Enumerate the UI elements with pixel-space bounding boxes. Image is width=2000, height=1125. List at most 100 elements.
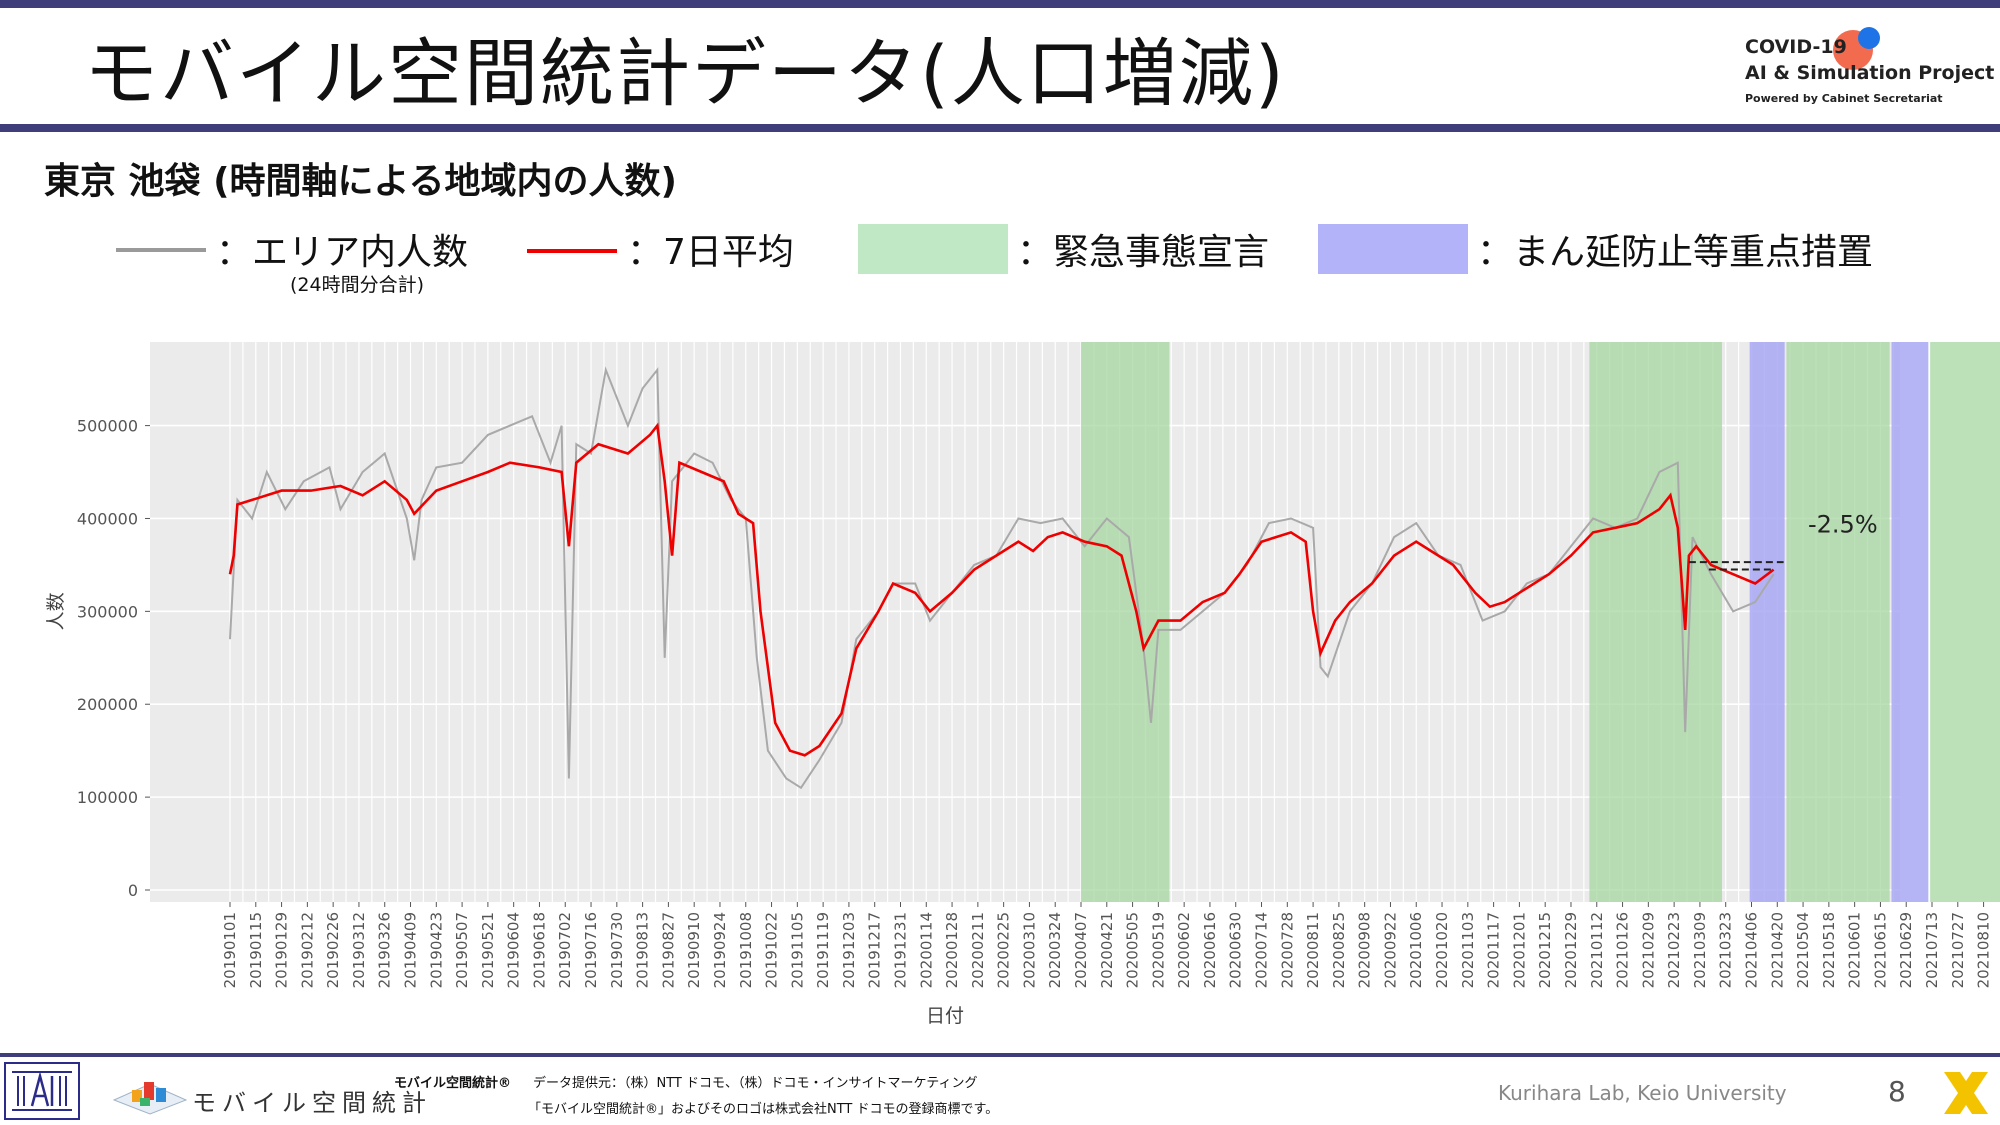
x-tick-label: 20210112 [1588,912,1606,988]
x-tick-label: 20190924 [711,912,729,988]
y-axis-label: 人数 [45,592,67,630]
x-tick-label: 20201103 [1459,912,1477,988]
x-tick-label: 20191022 [763,912,781,988]
change-annotation: -2.5% [1808,510,1878,538]
x-tick-label: 20200728 [1278,912,1296,988]
x-tick-label: 20200225 [995,912,1013,988]
x-axis-label: 日付 [926,1005,964,1027]
page-title: モバイル空間統計データ(人口増減) [84,31,1286,117]
x-tick-label: 20200324 [1046,912,1064,988]
x-tick-label: 20190409 [402,912,420,988]
x-tick-label: 20191203 [840,912,858,988]
footer-divider [0,1053,2000,1057]
lab-logo-icon [4,1062,80,1120]
x-tick-label: 20200825 [1330,912,1348,988]
x-tick-label: 20200407 [1072,912,1090,988]
x-tick-label: 20191231 [891,912,909,988]
x-tick-label: 20190129 [273,912,291,988]
legend-avg-label: ：7日平均 [627,232,794,273]
x-tick-label: 20210713 [1923,912,1941,988]
x-tick-label: 20191217 [866,912,884,988]
footer-provider: データ提供元：（株）NTT ドコモ、（株）ドコモ・インサイトマーケティング [533,1076,978,1091]
x-tick-label: 20210810 [1975,912,1993,988]
x-tick-label: 20190423 [427,912,445,988]
x-tick-label: 20210309 [1691,912,1709,988]
footer-brand: モバイル空間統計® [394,1076,512,1091]
emergency-period-2 [1786,342,1890,902]
x-tick-label: 20210126 [1614,912,1632,988]
y-tick-label: 500000 [77,417,138,436]
x-tick-label: 20210504 [1794,912,1812,988]
x-tick-label: 20200505 [1124,912,1142,988]
legend-emergency-swatch [858,224,1008,274]
x-tick-label: 20201006 [1407,912,1425,988]
x-tick-label: 20190226 [324,912,342,988]
x-tick-label: 20210615 [1871,912,1889,988]
population-chart: -2.5% 0 100000 200000 300000 400000 500000 2019… [45,342,2000,1027]
x-tick-label: 20190716 [582,912,600,988]
logo-line3: Powered by Cabinet Secretariat [1745,92,1943,105]
x-tick-label: 20200211 [969,912,987,988]
x-tick-label: 20190326 [376,912,394,988]
top-accent-bar [0,0,2000,8]
priority-period-0 [1749,342,1785,902]
x-tick-label: 20191105 [788,912,806,988]
lab-credit: Kurihara Lab, Keio University [1498,1081,1787,1105]
x-tick-label: 20201117 [1485,912,1503,988]
legend-priority-swatch [1318,224,1468,274]
chart-subtitle: 東京 池袋 (時間軸による地域内の人数) [44,161,677,202]
x-tick-label: 20200616 [1201,912,1219,988]
x-tick-label: 20210420 [1768,912,1786,988]
x-tick-label: 20190827 [659,912,677,988]
footer-trademark: 「モバイル空間統計®」およびそのロゴは株式会社NTT ドコモの登録商標です。 [528,1102,999,1117]
x-tick-label: 20200421 [1098,912,1116,988]
x-tick-label: 20190521 [479,912,497,988]
x-tick-label: 20201201 [1510,912,1528,988]
priority-period-1 [1891,342,1929,902]
x-tick-label: 20200630 [1227,912,1245,988]
x-tick-label: 20190507 [453,912,471,988]
x-tick-label: 20190604 [505,912,523,988]
x-tick-label: 20201229 [1562,912,1580,988]
series-7day-average [228,422,1775,757]
x-tick-label: 20201020 [1433,912,1451,988]
x-tick-label: 20200519 [1149,912,1167,988]
covid-project-logo: COVID-19 AI & Simulation Project Powered… [1745,26,1994,116]
x-tick-label: 20190312 [350,912,368,988]
title-divider [0,124,2000,132]
emergency-period-0 [1081,342,1170,902]
legend-raw-swatch [116,248,206,252]
x-tick-label: 20210406 [1742,912,1760,988]
emergency-period-3 [1930,342,2000,902]
x-tick-label: 20200714 [1253,912,1271,988]
mobile-stats-logo-text: モバイル空間統計 [192,1089,432,1117]
legend-raw-note: (24時間分合計) [290,274,425,296]
x-tick-label: 20200908 [1356,912,1374,988]
logo-dots-icon [1833,27,1880,70]
x-tick-label: 20201215 [1536,912,1554,988]
x-tick-label: 20190730 [608,912,626,988]
legend-avg-swatch [527,249,617,253]
logo-line1: COVID-19 [1745,36,1847,58]
x-tick-label: 20210601 [1846,912,1864,988]
x-tick-label: 20200922 [1381,912,1399,988]
x-tick-label: 20191008 [737,912,755,988]
x-tick-label: 20210727 [1949,912,1967,988]
x-tick-label: 20191119 [814,912,832,988]
legend-raw-label: ：エリア内人数 [216,232,469,273]
x-tick-label: 20210518 [1820,912,1838,988]
x-tick-label: 20190115 [247,912,265,988]
x-tick-label: 20210629 [1897,912,1915,988]
x-tick-label: 20200128 [943,912,961,988]
y-tick-label: 100000 [77,788,138,807]
series-area-people [229,366,1775,790]
page-number: 8 [1888,1075,1906,1108]
y-tick-label: 200000 [77,695,138,714]
emergency-period-1 [1589,342,1723,902]
x-tick-label: 20210223 [1665,912,1683,988]
y-tick-label: 300000 [77,602,138,621]
x-tick-label: 20210209 [1639,912,1657,988]
legend-priority-label: ：まん延防止等重点措置 [1477,232,1874,273]
y-tick-label: 400000 [77,509,138,528]
x-tick-label: 20200602 [1175,912,1193,988]
